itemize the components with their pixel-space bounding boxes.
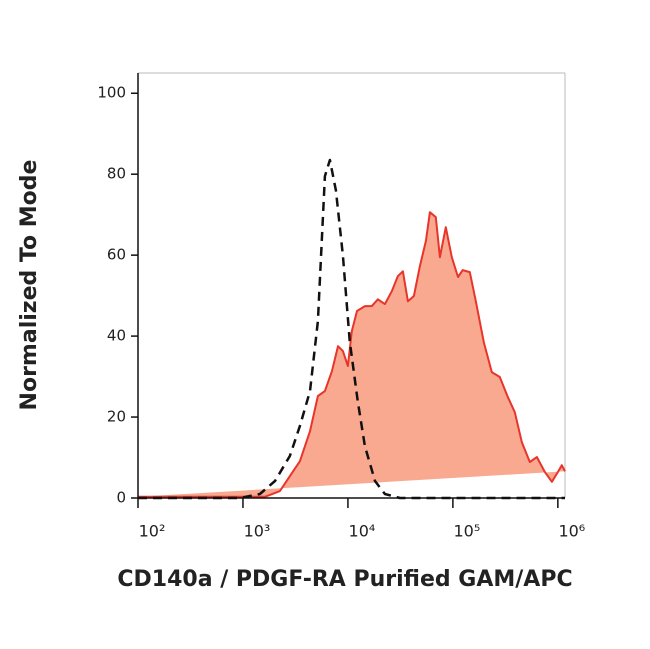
y-axis-label: Normalized To Mode <box>17 160 42 411</box>
x-tick-label: 10² <box>139 522 166 541</box>
y-tick-label: 20 <box>107 408 126 426</box>
x-tick-label: 10⁴ <box>349 522 376 541</box>
y-tick-label: 80 <box>107 165 126 183</box>
y-tick-label: 0 <box>116 489 126 507</box>
x-tick-label: 10³ <box>244 522 271 541</box>
x-tick-label: 10⁶ <box>558 522 585 541</box>
control-line <box>138 158 565 500</box>
x-tick-label: 10⁵ <box>453 522 480 541</box>
y-tick-label: 100 <box>97 84 126 102</box>
y-tick-label: 60 <box>107 246 126 264</box>
x-axis-label: CD140a / PDGF-RA Purified GAM/APC <box>117 567 572 592</box>
y-tick-label: 40 <box>107 327 126 345</box>
